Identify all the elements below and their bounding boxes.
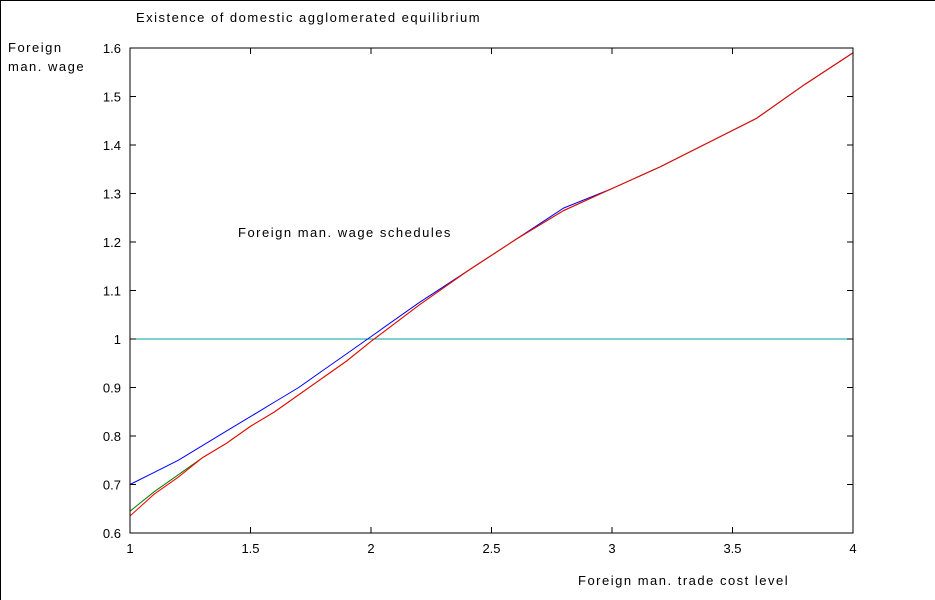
y-tick-label: 0.8 bbox=[103, 429, 121, 444]
x-axis-label: Foreign man. trade cost level bbox=[578, 573, 789, 588]
x-tick-label: 1 bbox=[126, 541, 133, 556]
x-tick-label: 3.5 bbox=[723, 541, 741, 556]
series-line-2 bbox=[129, 52, 854, 512]
tick-layer: 1 1.5 2 2.5 3 3.5 4 0.6 0.7 0.8 0.9 1 1.1 1.2 1.3 1.4 1.… bbox=[103, 41, 857, 556]
y-axis-label-line2: man. wage bbox=[8, 59, 85, 74]
annotation-text: Foreign man. wage schedules bbox=[238, 225, 452, 240]
y-tick-label: 1.4 bbox=[103, 138, 121, 153]
y-tick-label: 1 bbox=[114, 332, 121, 347]
series-line-1 bbox=[129, 52, 854, 485]
y-tick-label: 1.3 bbox=[103, 187, 121, 202]
x-tick-label: 3 bbox=[608, 541, 615, 556]
x-tick-label: 2.5 bbox=[482, 541, 500, 556]
y-tick-label: 0.7 bbox=[103, 478, 121, 493]
series-line-3 bbox=[129, 52, 854, 517]
y-tick-label: 0.6 bbox=[103, 526, 121, 541]
plot-area-frame bbox=[129, 47, 854, 534]
y-axis-label-line1: Foreign bbox=[8, 40, 63, 55]
chart-title: Existence of domestic agglomerated equil… bbox=[136, 10, 481, 25]
y-tick-label: 1.2 bbox=[103, 235, 121, 250]
x-tick-label: 1.5 bbox=[241, 541, 259, 556]
x-tick-label: 2 bbox=[367, 541, 374, 556]
x-tick-label: 4 bbox=[849, 541, 856, 556]
series-layer bbox=[129, 52, 854, 517]
y-tick-label: 1.1 bbox=[103, 284, 121, 299]
y-tick-label: 1.5 bbox=[103, 90, 121, 105]
y-tick-label: 0.9 bbox=[103, 381, 121, 396]
y-tick-label: 1.6 bbox=[103, 41, 121, 56]
